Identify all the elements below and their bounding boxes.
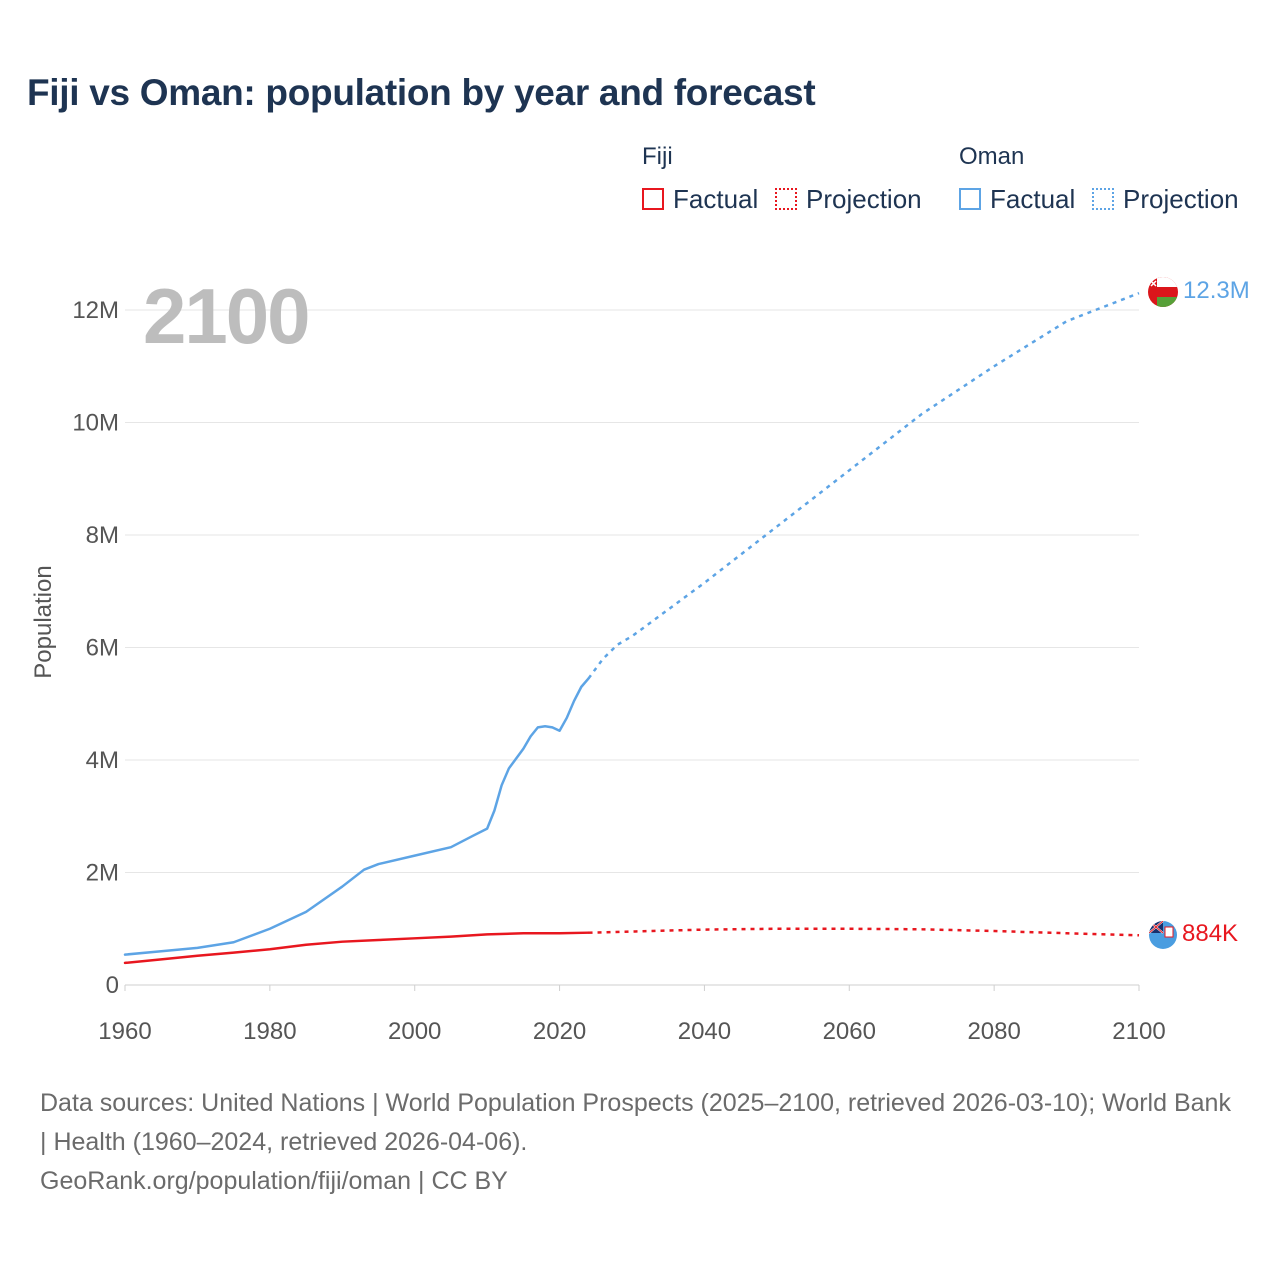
- legend-label: Factual: [673, 183, 759, 214]
- legend-swatch-solid-oman: [959, 188, 981, 210]
- legend-label: Factual: [990, 183, 1076, 214]
- footer: Data sources: United Nations | World Pop…: [40, 1084, 1240, 1201]
- series-line-oman-factual[interactable]: [123, 677, 590, 956]
- end-label-fiji: 884K: [1182, 920, 1238, 947]
- x-tick-label: 2100: [1112, 1018, 1165, 1045]
- chart-plot: 0 2M 4M 6M 8M 10M 12M 1960 1980 2000 2020 2040 2060 2…: [30, 272, 1250, 1045]
- y-tick-label: 12M: [72, 297, 119, 324]
- legend-item-oman-projection[interactable]: Projection: [1092, 184, 1239, 214]
- legend-label: Projection: [1123, 183, 1239, 214]
- oman-flag-icon: [1148, 277, 1178, 307]
- fiji-flag-icon: [1149, 921, 1177, 949]
- credit-text: GeoRank.org/population/fiji/oman | CC BY: [40, 1167, 508, 1195]
- data-sources-text: Data sources: United Nations | World Pop…: [40, 1089, 1231, 1156]
- x-tick-label: 2060: [823, 1018, 876, 1045]
- legend-item-fiji-projection[interactable]: Projection: [775, 184, 922, 214]
- x-tick-label: 2000: [388, 1018, 441, 1045]
- y-tick-label: 6M: [86, 635, 119, 662]
- legend-swatch-dotted-fiji: [775, 188, 797, 210]
- legend-label: Projection: [806, 183, 922, 214]
- series-line-fiji-projection[interactable]: [588, 927, 1140, 937]
- series-line-fiji-factual[interactable]: [123, 931, 590, 965]
- legend-swatch-dotted-oman: [1092, 188, 1114, 210]
- x-tick-label: 1960: [98, 1018, 151, 1045]
- y-tick-label: 2M: [86, 860, 119, 887]
- y-tick-label: 8M: [86, 522, 119, 549]
- x-tick-label: 1980: [243, 1018, 296, 1045]
- legend-swatch-solid-fiji: [642, 188, 664, 210]
- legend-group-title-fiji: Fiji: [642, 143, 673, 170]
- y-tick-label: 0: [106, 972, 119, 999]
- x-tick-label: 2040: [678, 1018, 731, 1045]
- end-label-oman: 12.3M: [1183, 277, 1250, 304]
- y-tick-label: 10M: [72, 410, 119, 437]
- legend-group-title-oman: Oman: [959, 143, 1025, 170]
- legend-item-oman-factual[interactable]: Factual: [959, 184, 1075, 214]
- x-tick-label: 2080: [967, 1018, 1020, 1045]
- chart-title: Fiji vs Oman: population by year and for…: [27, 72, 816, 113]
- legend-item-fiji-factual[interactable]: Factual: [642, 184, 758, 214]
- series-line-oman-projection[interactable]: [587, 291, 1140, 680]
- x-tick-label: 2020: [533, 1018, 586, 1045]
- year-watermark: 2100: [143, 272, 309, 360]
- y-axis-title: Population: [30, 565, 57, 678]
- y-tick-label: 4M: [86, 747, 119, 774]
